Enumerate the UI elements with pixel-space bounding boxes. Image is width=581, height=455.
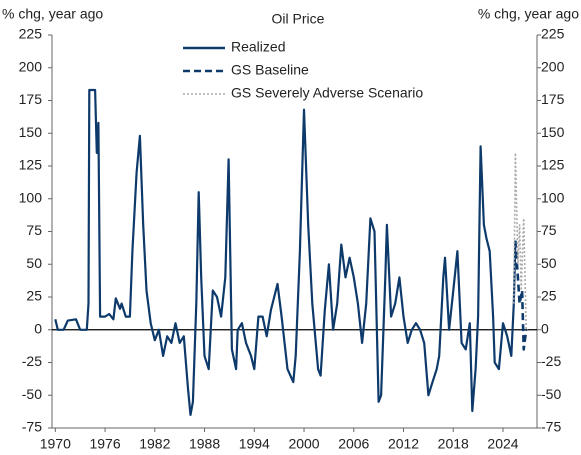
x-tick-label: 1994 xyxy=(239,436,270,452)
y2-tick-label: 125 xyxy=(541,157,565,173)
legend-label: GS Baseline xyxy=(231,62,309,78)
series-line xyxy=(514,240,528,351)
y-tick-label: 100 xyxy=(19,189,43,205)
y-tick-label: 0 xyxy=(34,320,42,336)
y-tick-label: 225 xyxy=(19,26,43,42)
y-tick-label: 125 xyxy=(19,157,43,173)
x-tick-label: 2000 xyxy=(288,436,319,452)
y-tick-label: -50 xyxy=(22,386,42,402)
y-tick-label: 50 xyxy=(26,255,42,271)
x-tick-label: 1976 xyxy=(89,436,120,452)
x-tick-label: 2012 xyxy=(388,436,419,452)
y2-tick-label: 75 xyxy=(541,222,557,238)
y-tick-label: -75 xyxy=(22,419,42,435)
y-tick-label: 25 xyxy=(26,288,42,304)
y2-tick-label: 200 xyxy=(541,58,565,74)
legend-label: Realized xyxy=(231,39,285,55)
x-tick-label: 1970 xyxy=(40,436,71,452)
legend-label: GS Severely Adverse Scenario xyxy=(231,85,423,101)
chart-title: Oil Price xyxy=(272,11,325,27)
y2-tick-label: -75 xyxy=(541,419,561,435)
x-tick-label: 2024 xyxy=(487,436,518,452)
y2-tick-label: 100 xyxy=(541,189,565,205)
x-tick-label: 1982 xyxy=(139,436,170,452)
y-tick-label: 75 xyxy=(26,222,42,238)
y2-tick-label: 225 xyxy=(541,26,565,42)
y2-tick-label: -50 xyxy=(541,386,561,402)
series-line xyxy=(513,152,528,331)
series-line xyxy=(54,88,517,416)
y-axis-label: % chg, year ago xyxy=(2,6,103,22)
y-tick-label: 175 xyxy=(19,91,43,107)
y-tick-label: 150 xyxy=(19,124,43,140)
y2-tick-label: -25 xyxy=(541,353,561,369)
y2-tick-label: 0 xyxy=(541,320,549,336)
x-tick-label: 2006 xyxy=(338,436,369,452)
y2-tick-label: 175 xyxy=(541,91,565,107)
y2-tick-label: 50 xyxy=(541,255,557,271)
y-tick-label: 200 xyxy=(19,58,43,74)
x-tick-label: 1988 xyxy=(189,436,220,452)
x-tick-label: 2018 xyxy=(438,436,469,452)
y2-tick-label: 150 xyxy=(541,124,565,140)
y2-axis-label: % chg, year ago xyxy=(478,6,579,22)
y2-tick-label: 25 xyxy=(541,288,557,304)
y-tick-label: -25 xyxy=(22,353,42,369)
